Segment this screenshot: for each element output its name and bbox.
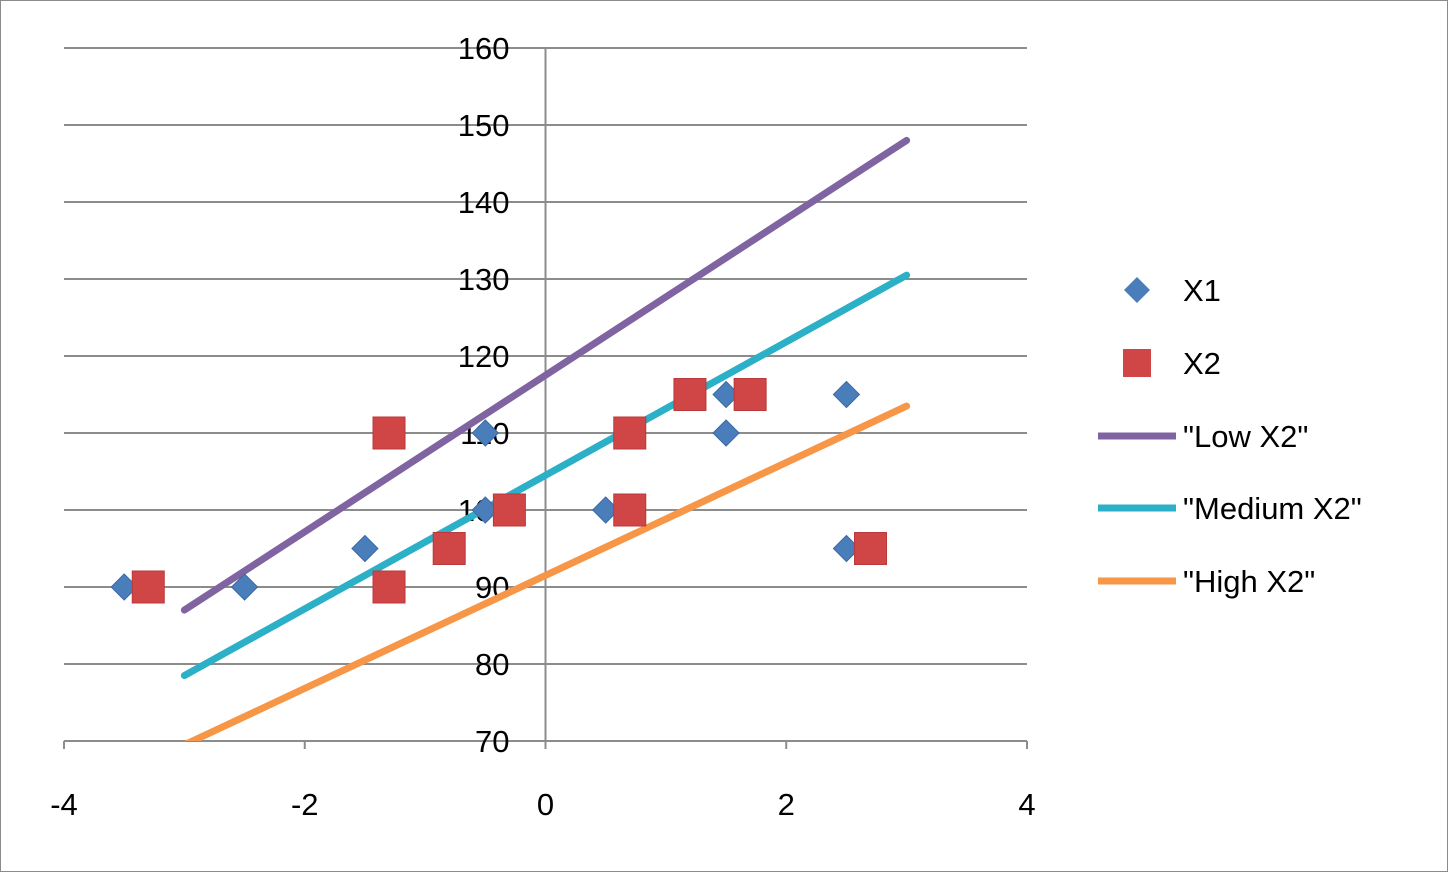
x1-point	[712, 419, 740, 447]
legend-label: "Low X2"	[1183, 419, 1308, 454]
y-tick-label: 160	[458, 31, 510, 66]
series-lines	[180, 136, 911, 741]
y-tick-label: 120	[458, 339, 510, 374]
x2-point	[854, 532, 888, 565]
x2-point	[432, 532, 466, 565]
y-tick-label: 70	[475, 724, 509, 759]
x-tick-label: 4	[1018, 787, 1035, 822]
x2-point	[673, 378, 707, 411]
legend-swatch-0	[1124, 277, 1150, 303]
x-tick-labels: -4 -2 0 2 4	[50, 787, 1035, 822]
legend-swatch-1	[1123, 349, 1151, 377]
x-tick-label: -4	[50, 787, 78, 822]
series-line-4	[184, 402, 911, 741]
x1-point	[832, 380, 861, 409]
y-tick-label: 130	[458, 262, 510, 297]
legend-label: "High X2"	[1183, 564, 1315, 599]
x2-point	[613, 416, 647, 450]
y-tick-label: 80	[475, 647, 509, 682]
x1-point	[230, 573, 259, 601]
x-tick-label: 2	[778, 787, 795, 822]
x2-point	[372, 570, 406, 604]
x2-point	[372, 416, 406, 450]
x2-point	[492, 493, 526, 527]
x-tick-label: -2	[291, 787, 319, 822]
legend-label: X1	[1183, 273, 1221, 308]
series-markers	[110, 378, 888, 604]
series-line-3	[180, 271, 911, 680]
legend: X1 X2 "Low X2" "Medium X2" "High X2"	[1098, 273, 1362, 599]
y-tick-label: 140	[458, 185, 510, 220]
y-tick-label: 150	[458, 108, 510, 143]
x1-point	[351, 534, 379, 563]
axes	[63, 47, 1028, 749]
x2-point	[733, 378, 767, 411]
y-tick-labels: 708090100110120130140150160	[458, 31, 510, 759]
x1-point	[471, 419, 500, 447]
x2-point	[131, 570, 165, 604]
legend-label: X2	[1183, 346, 1221, 381]
series-line-2	[180, 136, 911, 614]
legend-label: "Medium X2"	[1183, 491, 1362, 526]
x-tick-label: 0	[537, 787, 554, 822]
x2-point	[613, 493, 647, 527]
